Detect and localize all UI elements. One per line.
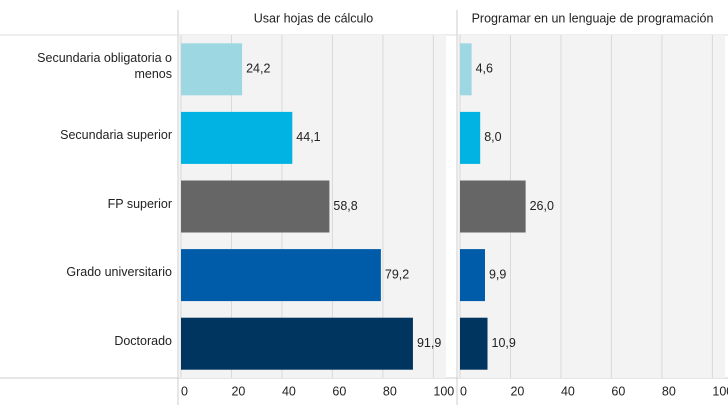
- value-label: 44,1: [296, 130, 320, 144]
- value-label: 10,9: [492, 336, 516, 350]
- value-label: 8,0: [484, 130, 501, 144]
- x-tick-label: 40: [561, 384, 575, 398]
- x-tick-label: 0: [181, 384, 188, 398]
- bar: [460, 111, 481, 164]
- panel-title: Usar hojas de cálculo: [254, 11, 374, 25]
- bar: [460, 249, 485, 302]
- category-label: FP superior: [107, 196, 172, 211]
- x-tick-label: 100: [712, 384, 728, 398]
- bar: [181, 249, 381, 302]
- bar: [181, 317, 413, 370]
- x-tick-label: 60: [611, 384, 625, 398]
- x-tick-label: 60: [332, 384, 346, 398]
- x-tick-label: 40: [282, 384, 296, 398]
- bar: [460, 180, 526, 233]
- value-label: 91,9: [417, 336, 441, 350]
- x-tick-label: 20: [231, 384, 245, 398]
- bar: [181, 111, 293, 164]
- x-tick-label: 100: [433, 384, 454, 398]
- value-label: 58,8: [333, 199, 357, 213]
- bar: [181, 43, 243, 96]
- bar: [181, 180, 330, 233]
- value-label: 9,9: [489, 267, 506, 281]
- bar: [460, 317, 488, 370]
- category-label: Secundaria obligatoria o menos: [37, 51, 172, 82]
- value-label: 24,2: [246, 62, 270, 76]
- category-label: Secundaria superior: [60, 127, 172, 142]
- bar: [460, 43, 472, 96]
- x-tick-label: 80: [383, 384, 397, 398]
- category-label: Grado universitario: [66, 265, 172, 280]
- x-tick-label: 0: [460, 384, 467, 398]
- value-label: 4,6: [476, 62, 493, 76]
- panel-title: Programar en un lenguaje de programación: [472, 11, 714, 25]
- value-label: 79,2: [385, 267, 409, 281]
- value-label: 26,0: [530, 199, 554, 213]
- x-tick-label: 80: [662, 384, 676, 398]
- x-tick-label: 20: [510, 384, 524, 398]
- category-label: Doctorado: [114, 333, 172, 348]
